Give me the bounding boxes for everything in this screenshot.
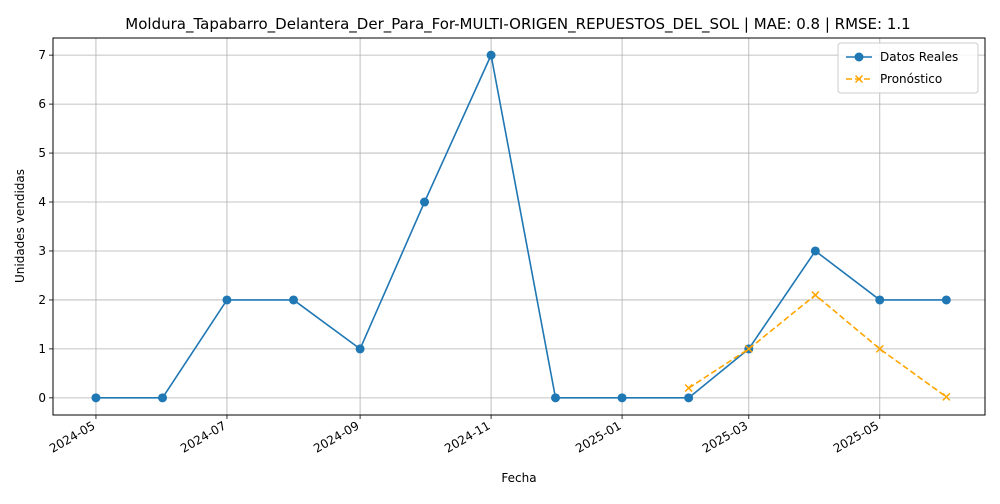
- series-1-point: [158, 393, 168, 403]
- legend-label: Datos Reales: [880, 50, 958, 64]
- y-tick-label: 6: [38, 97, 46, 111]
- x-tick-label: 2025-05: [831, 418, 881, 455]
- series-2-point: [942, 392, 951, 401]
- series-1-point: [684, 393, 694, 403]
- x-marker-stroke: [684, 384, 693, 393]
- series-1-point: [941, 295, 951, 305]
- y-tick-label: 4: [38, 195, 46, 209]
- x-tick-label: 2024-07: [178, 418, 228, 455]
- x-tick-label: 2025-01: [573, 418, 623, 455]
- legend-box: [837, 42, 979, 94]
- x-tick-label: 2024-05: [47, 418, 97, 455]
- x-tick-label: 2024-09: [311, 418, 361, 455]
- legend-entry: Datos Reales: [846, 50, 958, 64]
- plot-series: [91, 50, 951, 403]
- legend-swatch-marker: [854, 52, 864, 62]
- y-tick-label: 5: [38, 146, 46, 160]
- series-1-point: [91, 393, 101, 403]
- series-1-point: [289, 295, 299, 305]
- x-axis-label: Fecha: [501, 471, 536, 485]
- y-tick-label: 3: [38, 244, 46, 258]
- y-tick-label: 1: [38, 342, 46, 356]
- series-1-point: [551, 393, 561, 403]
- series-2-point: [875, 344, 884, 353]
- series-2-line: [688, 294, 947, 398]
- y-axis-label: Unidades vendidas: [13, 169, 27, 283]
- x-tick-label: 2025-03: [700, 418, 750, 455]
- x-marker-stroke: [942, 392, 951, 401]
- x-marker-stroke: [811, 291, 820, 300]
- series-1-line: [95, 54, 947, 399]
- legend-label: Pronóstico: [880, 72, 942, 86]
- x-marker-stroke: [854, 74, 864, 84]
- series-1-point: [486, 50, 496, 60]
- y-tick-label: 7: [38, 48, 46, 62]
- series-1-point: [617, 393, 627, 403]
- legend-swatch-marker: [854, 74, 864, 84]
- plot-frame: [52, 37, 986, 416]
- legend-entry: Pronóstico: [846, 72, 942, 86]
- series-2-point: [684, 384, 693, 393]
- series-1-point: [875, 295, 885, 305]
- series-1-point: [810, 246, 820, 256]
- series-2-point: [744, 344, 753, 353]
- series-1-point: [355, 344, 365, 354]
- x-marker-stroke: [744, 344, 753, 353]
- series-2: [684, 291, 951, 401]
- series-1-point: [420, 197, 430, 207]
- y-tick-label: 2: [38, 293, 46, 307]
- y-tick-label: 0: [38, 391, 46, 405]
- grid-lines: [53, 38, 985, 415]
- series-1-point: [222, 295, 232, 305]
- chart-title: Moldura_Tapabarro_Delantera_Der_Para_For…: [125, 15, 910, 34]
- legend: Datos Reales Pronóstico: [837, 42, 979, 94]
- x-marker-stroke: [875, 344, 884, 353]
- series-1: [91, 50, 951, 403]
- series-2-point: [811, 291, 820, 300]
- x-tick-label: 2024-11: [442, 418, 492, 455]
